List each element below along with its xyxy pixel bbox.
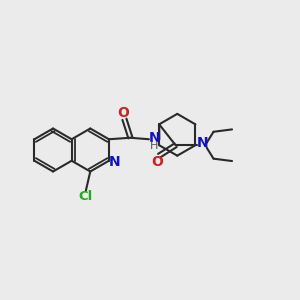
Text: O: O	[152, 154, 164, 169]
Text: N: N	[109, 155, 120, 169]
Text: O: O	[117, 106, 129, 120]
Text: H: H	[150, 141, 158, 151]
Text: Cl: Cl	[79, 190, 93, 203]
Text: N: N	[148, 131, 160, 145]
Text: N: N	[196, 136, 208, 150]
